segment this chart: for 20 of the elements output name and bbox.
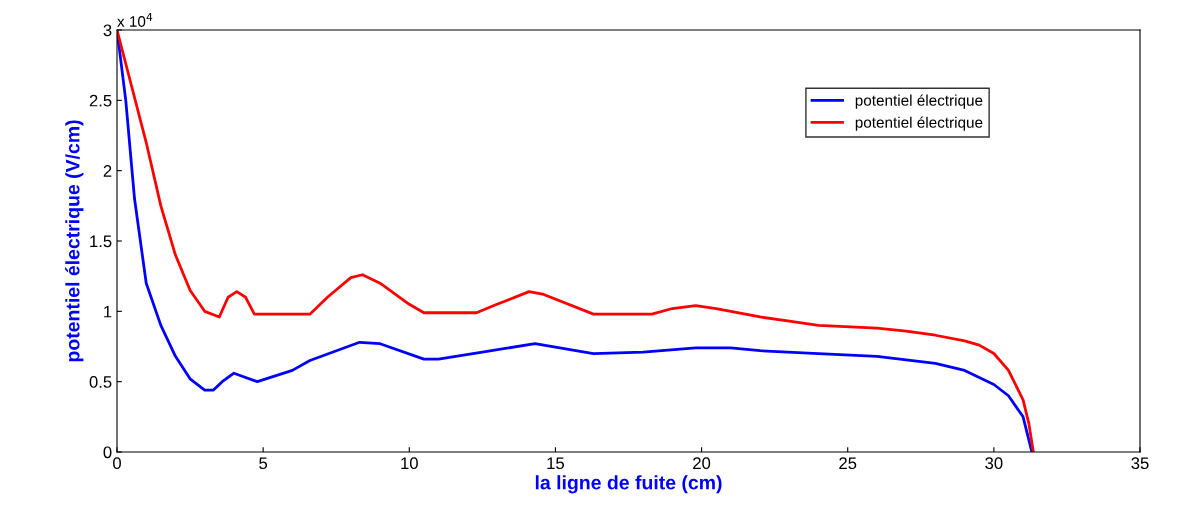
legend-label: potentiel électrique xyxy=(855,116,983,131)
x-tick-label: 5 xyxy=(259,457,268,470)
text: x 10$^{4}$ xyxy=(117,13,153,27)
x-tick-label: 10 xyxy=(401,457,418,470)
legend-label: potentiel électrique xyxy=(855,94,983,109)
x-tick-label: 15 xyxy=(547,457,564,470)
x-tick-label: 35 xyxy=(1131,457,1149,470)
y-axis-title: potentiel électrique (V/cm) xyxy=(65,120,84,362)
y-tick-label: 1 xyxy=(104,305,112,318)
y-tick-label: 0 xyxy=(103,446,112,459)
y-tick-label: 0.5 xyxy=(89,376,112,388)
y-tick-label: 1.5 xyxy=(90,235,112,248)
x-tick-label: 30 xyxy=(985,457,1003,470)
y-tick-label: 3 xyxy=(103,24,112,37)
x-axis-title: la ligne de fuite (cm) xyxy=(535,475,722,494)
y-tick-label: 2 xyxy=(103,165,112,177)
y-tick-label: 2.5 xyxy=(89,94,112,107)
x-tick-label: 0 xyxy=(113,457,121,470)
x-tick-label: 20 xyxy=(693,457,711,470)
x-tick-label: 25 xyxy=(839,457,857,470)
